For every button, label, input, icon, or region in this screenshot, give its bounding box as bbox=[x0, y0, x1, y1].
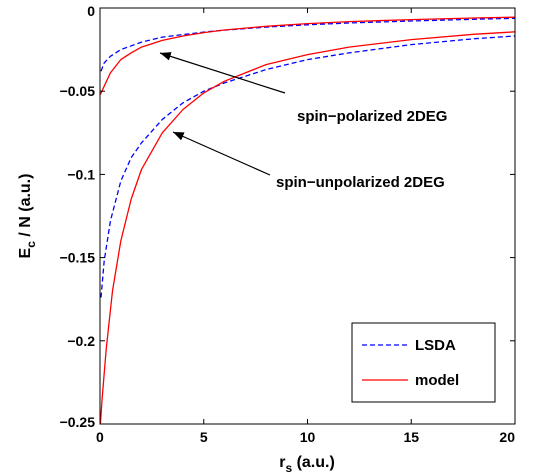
series-line-polarized-model bbox=[100, 16, 515, 95]
legend-box bbox=[351, 322, 496, 403]
annotation-arrow-polarized bbox=[159, 52, 286, 94]
annotation-spin-polarized: spin−polarized 2DEG bbox=[297, 108, 447, 125]
annotation-arrow-unpolarized bbox=[172, 131, 271, 176]
y-tick-label: −0.2 bbox=[67, 333, 95, 349]
y-tick-label: −0.1 bbox=[67, 166, 95, 182]
y-tick-label: 0 bbox=[87, 3, 95, 19]
x-tick-label: 20 bbox=[499, 429, 515, 445]
y-tick-label: −0.05 bbox=[60, 83, 96, 99]
y-tick-label: −0.15 bbox=[60, 250, 96, 266]
x-tick-label: 10 bbox=[300, 429, 316, 445]
series-line-unpolarized-model bbox=[100, 31, 515, 424]
ticks-layer bbox=[99, 7, 516, 425]
series-layer bbox=[100, 16, 515, 424]
legend-label-model: model bbox=[415, 372, 459, 389]
annotation-spin-unpolarized: spin−unpolarized 2DEG bbox=[276, 174, 445, 191]
x-tick-label: 0 bbox=[96, 429, 104, 445]
legend: LSDA model bbox=[351, 322, 496, 403]
y-tick-label: −0.25 bbox=[60, 414, 96, 430]
x-axis-title: rs (a.u.) bbox=[279, 454, 335, 475]
x-tick-label: 15 bbox=[403, 429, 419, 445]
series-line-unpolarized-lsda bbox=[100, 35, 515, 298]
legend-label-lsda: LSDA bbox=[415, 337, 456, 354]
y-axis-title: Ec / N (a.u.) bbox=[17, 174, 38, 259]
tick-labels-layer: 0 5 10 15 20 0 −0.05 −0.1 −0.15 −0.2 −0.25 bbox=[60, 3, 516, 445]
x-tick-label: 5 bbox=[200, 429, 208, 445]
